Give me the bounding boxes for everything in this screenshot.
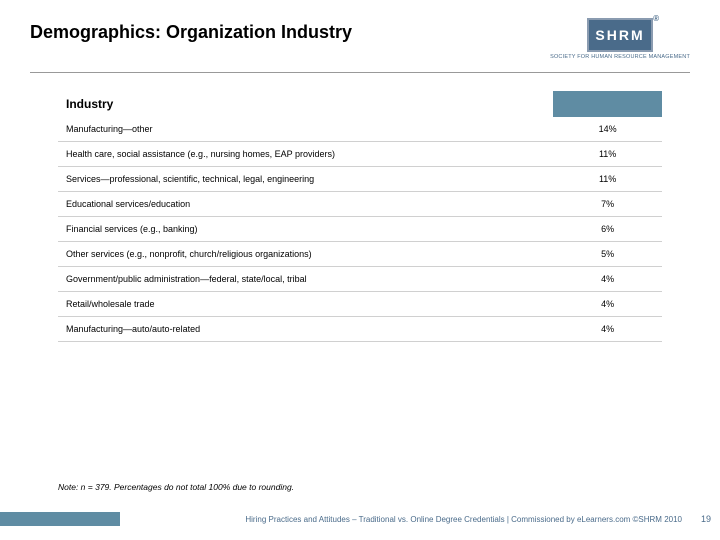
table-row: Retail/wholesale trade4% — [58, 292, 662, 317]
row-label: Health care, social assistance (e.g., nu… — [58, 142, 553, 167]
table-row: Services—professional, scientific, techn… — [58, 167, 662, 192]
logo: SHRM ® SOCIETY FOR HUMAN RESOURCE MANAGE… — [550, 18, 690, 60]
row-value: 5% — [553, 242, 662, 267]
row-value: 14% — [553, 117, 662, 142]
table-row: Manufacturing—other14% — [58, 117, 662, 142]
page-number: 19 — [692, 514, 720, 524]
row-value: 4% — [553, 317, 662, 342]
logo-text: SHRM — [595, 27, 644, 43]
table-row: Other services (e.g., nonprofit, church/… — [58, 242, 662, 267]
registered-icon: ® — [653, 14, 661, 23]
col-header-industry: Industry — [58, 91, 553, 117]
row-value: 11% — [553, 167, 662, 192]
table-container: Industry Manufacturing—other14%Health ca… — [58, 91, 662, 342]
logo-box: SHRM ® — [587, 18, 653, 52]
table-row: Health care, social assistance (e.g., nu… — [58, 142, 662, 167]
logo-subtitle: SOCIETY FOR HUMAN RESOURCE MANAGEMENT — [550, 54, 690, 60]
header: Demographics: Organization Industry SHRM… — [30, 18, 690, 60]
table-row: Government/public administration—federal… — [58, 267, 662, 292]
table-header-row: Industry — [58, 91, 662, 117]
row-value: 11% — [553, 142, 662, 167]
table-row: Educational services/education7% — [58, 192, 662, 217]
divider — [30, 72, 690, 73]
table-row: Financial services (e.g., banking)6% — [58, 217, 662, 242]
footer: Hiring Practices and Attitudes – Traditi… — [0, 510, 720, 528]
footer-text: Hiring Practices and Attitudes – Traditi… — [120, 515, 692, 524]
page-title: Demographics: Organization Industry — [30, 22, 352, 43]
row-label: Manufacturing—auto/auto-related — [58, 317, 553, 342]
row-label: Government/public administration—federal… — [58, 267, 553, 292]
row-value: 4% — [553, 292, 662, 317]
row-value: 4% — [553, 267, 662, 292]
table-row: Manufacturing—auto/auto-related4% — [58, 317, 662, 342]
footnote: Note: n = 379. Percentages do not total … — [58, 482, 294, 492]
footer-accent — [0, 512, 120, 526]
col-header-value — [553, 91, 662, 117]
row-value: 7% — [553, 192, 662, 217]
row-label: Educational services/education — [58, 192, 553, 217]
row-label: Retail/wholesale trade — [58, 292, 553, 317]
row-label: Financial services (e.g., banking) — [58, 217, 553, 242]
row-label: Other services (e.g., nonprofit, church/… — [58, 242, 553, 267]
row-label: Manufacturing—other — [58, 117, 553, 142]
industry-table: Industry Manufacturing—other14%Health ca… — [58, 91, 662, 342]
slide: Demographics: Organization Industry SHRM… — [0, 0, 720, 540]
row-value: 6% — [553, 217, 662, 242]
row-label: Services—professional, scientific, techn… — [58, 167, 553, 192]
